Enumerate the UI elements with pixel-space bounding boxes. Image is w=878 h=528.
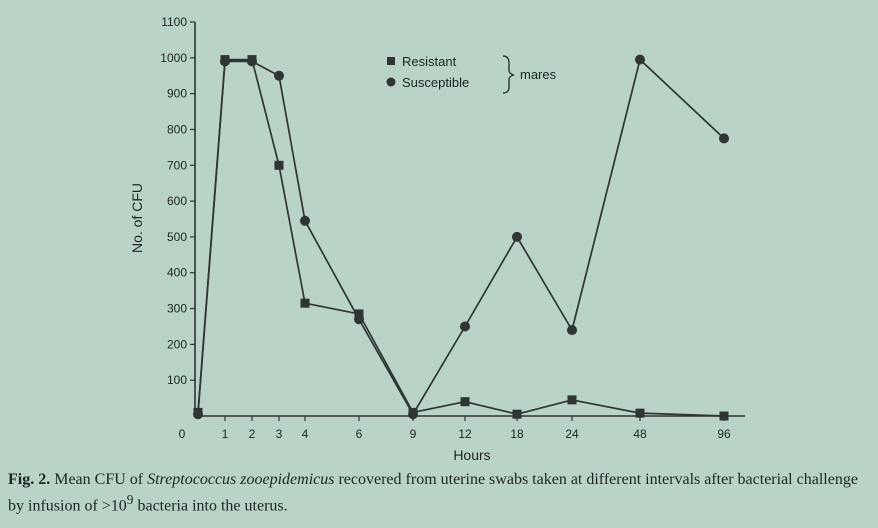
y-tick-label: 100 [167, 373, 187, 387]
y-ticks: 100 200 300 400 500 600 700 800 900 1000 1100 [160, 15, 195, 387]
y-tick-label: 500 [167, 230, 187, 244]
legend-label-susceptible: Susceptible [402, 75, 469, 90]
figure-caption: Fig. 2. Mean CFU of Streptococcus zooepi… [8, 470, 870, 516]
caption-superscript: 9 [126, 492, 134, 507]
legend-label-resistant: Resistant [402, 54, 457, 69]
series-line-susceptible [197, 58, 725, 416]
legend: Resistant Susceptible mares [386, 54, 557, 94]
data-point-resistant [460, 397, 470, 407]
x-tick-label: 6 [356, 427, 363, 441]
caption-fig-label: Fig. 2. [8, 471, 51, 488]
data-point-susceptible [300, 215, 310, 226]
data-point-resistant [274, 160, 284, 170]
legend-marker-susceptible [386, 77, 396, 87]
series-line-resistant [197, 58, 725, 417]
y-tick-label: 1100 [161, 15, 187, 29]
caption-text-before: Mean CFU of [50, 471, 148, 488]
data-point-susceptible [193, 409, 203, 420]
data-point-susceptible [512, 231, 522, 242]
axes [194, 22, 745, 417]
data-point-resistant [567, 395, 577, 405]
data-point-susceptible [567, 325, 577, 336]
caption-species: Streptococcus zooepidemicus [147, 471, 335, 488]
y-tick-label: 900 [167, 87, 187, 101]
caption-text-end: bacteria into the uterus. [133, 497, 288, 515]
x-tick-label: 18 [510, 427, 524, 441]
data-point-susceptible [635, 54, 645, 65]
y-axis-title: No. of CFU [129, 183, 145, 253]
data-point-resistant [719, 411, 729, 421]
x-ticks: 0 1 2 3 4 6 9 12 18 24 48 96 [179, 416, 731, 441]
x-tick-label: 9 [410, 427, 417, 441]
data-point-susceptible [247, 56, 257, 67]
x-tick-label: 24 [565, 427, 579, 441]
data-point-susceptible [408, 409, 418, 420]
data-point-susceptible [274, 70, 284, 81]
data-point-susceptible [460, 321, 470, 332]
x-tick-label: 4 [302, 427, 309, 441]
x-tick-label: 48 [633, 427, 647, 441]
y-tick-label: 300 [167, 302, 187, 316]
x-tick-label: 3 [276, 427, 283, 441]
x-tick-label: 0 [179, 427, 186, 441]
data-point-resistant [354, 309, 364, 319]
y-tick-label: 600 [167, 194, 187, 208]
legend-brace [502, 55, 515, 94]
x-tick-label: 12 [458, 427, 472, 441]
x-tick-label: 96 [717, 427, 731, 441]
data-point-susceptible [719, 133, 729, 144]
caption-text-after: recovered from uterine swabs taken at di… [8, 471, 858, 515]
y-tick-label: 400 [167, 266, 187, 280]
y-tick-label: 700 [167, 158, 187, 172]
y-tick-label: 800 [167, 122, 187, 136]
data-point-resistant [635, 408, 645, 418]
series-markers [193, 54, 729, 421]
series-lines [197, 58, 725, 417]
data-point-resistant [300, 298, 310, 308]
data-point-susceptible [354, 314, 364, 325]
y-tick-label: 1000 [160, 51, 187, 65]
y-tick-label: 200 [167, 337, 187, 351]
x-axis-title: Hours [453, 447, 490, 463]
x-tick-label: 2 [249, 427, 256, 441]
data-point-susceptible [220, 56, 230, 67]
legend-marker-resistant [387, 57, 395, 65]
x-tick-label: 1 [222, 427, 229, 441]
legend-group-label: mares [520, 67, 557, 82]
data-point-resistant [512, 409, 522, 419]
